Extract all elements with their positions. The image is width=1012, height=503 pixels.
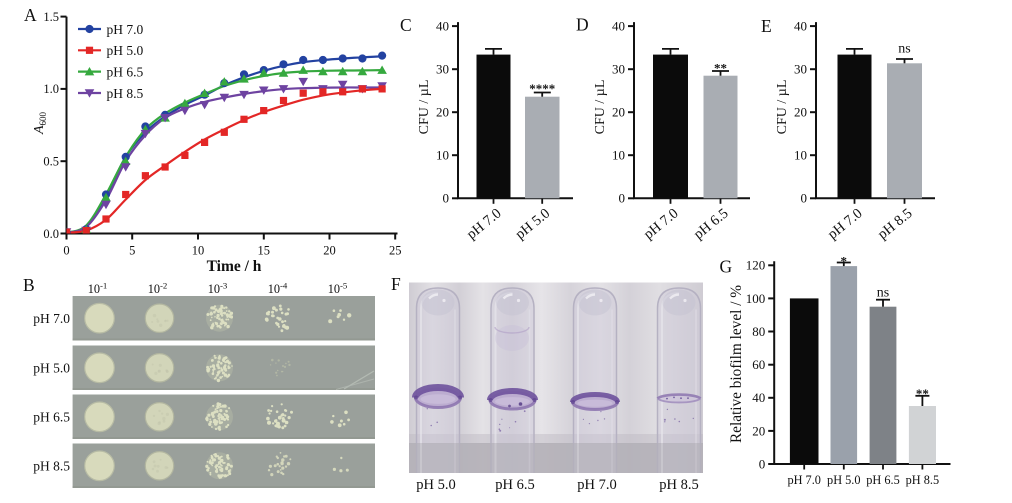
svg-text:pH 8.5: pH 8.5 xyxy=(107,86,144,101)
svg-text:30: 30 xyxy=(794,62,807,77)
svg-text:10: 10 xyxy=(192,244,205,258)
svg-text:40: 40 xyxy=(612,19,625,34)
svg-text:pH 8.5: pH 8.5 xyxy=(33,459,70,474)
svg-text:F: F xyxy=(391,274,401,294)
svg-text:*: * xyxy=(841,254,848,269)
svg-text:Time / h: Time / h xyxy=(207,258,262,275)
svg-text:ns: ns xyxy=(898,42,910,57)
svg-text:5: 5 xyxy=(129,244,135,258)
svg-text:0: 0 xyxy=(801,191,808,206)
svg-text:pH 6.5: pH 6.5 xyxy=(107,64,144,79)
svg-text:25: 25 xyxy=(389,244,402,258)
svg-text:pH 5.0: pH 5.0 xyxy=(827,473,860,487)
svg-text:pH 7.0: pH 7.0 xyxy=(577,477,616,493)
svg-text:0: 0 xyxy=(63,244,69,258)
svg-text:CFU / µL: CFU / µL xyxy=(775,80,790,135)
svg-text:pH 5.0: pH 5.0 xyxy=(33,361,70,376)
svg-text:20: 20 xyxy=(752,423,765,438)
svg-text:A: A xyxy=(24,5,37,25)
svg-text:A600: A600 xyxy=(32,111,48,135)
svg-text:pH 6.5: pH 6.5 xyxy=(33,410,70,425)
svg-text:40: 40 xyxy=(752,390,765,405)
svg-text:Relative biofilm level / %: Relative biofilm level / % xyxy=(728,285,745,443)
svg-text:pH 5.0: pH 5.0 xyxy=(107,43,144,58)
svg-text:1.0: 1.0 xyxy=(43,82,59,96)
svg-text:0: 0 xyxy=(443,191,450,206)
svg-text:0.5: 0.5 xyxy=(43,155,59,169)
svg-text:100: 100 xyxy=(746,291,766,306)
svg-text:20: 20 xyxy=(323,244,336,258)
svg-text:30: 30 xyxy=(612,62,625,77)
svg-text:10: 10 xyxy=(612,148,625,163)
svg-text:120: 120 xyxy=(746,258,766,273)
svg-text:C: C xyxy=(400,15,412,35)
svg-text:0: 0 xyxy=(619,191,626,206)
svg-text:0.0: 0.0 xyxy=(43,227,59,241)
svg-text:0: 0 xyxy=(759,456,766,471)
svg-text:1.5: 1.5 xyxy=(43,10,59,24)
svg-text:B: B xyxy=(23,275,35,295)
svg-text:40: 40 xyxy=(436,19,449,34)
svg-text:10: 10 xyxy=(436,148,449,163)
svg-text:80: 80 xyxy=(752,324,765,339)
svg-text:60: 60 xyxy=(752,357,765,372)
svg-text:pH 6.5: pH 6.5 xyxy=(495,477,534,493)
svg-text:ns: ns xyxy=(877,286,889,301)
svg-text:pH 7.0: pH 7.0 xyxy=(787,473,820,487)
svg-text:**: ** xyxy=(714,61,727,76)
svg-text:CFU / µL: CFU / µL xyxy=(593,80,608,135)
svg-text:40: 40 xyxy=(794,19,807,34)
svg-text:pH 8.5: pH 8.5 xyxy=(659,477,698,493)
svg-text:CFU / µL: CFU / µL xyxy=(417,80,432,135)
svg-text:10: 10 xyxy=(794,148,807,163)
svg-text:pH 5.0: pH 5.0 xyxy=(416,477,455,493)
svg-text:pH 6.5: pH 6.5 xyxy=(866,473,899,487)
svg-text:15: 15 xyxy=(258,244,271,258)
svg-text:G: G xyxy=(720,257,733,277)
svg-text:20: 20 xyxy=(436,105,449,120)
svg-text:20: 20 xyxy=(794,105,807,120)
svg-text:****: **** xyxy=(529,81,555,96)
svg-text:D: D xyxy=(576,15,589,35)
svg-text:E: E xyxy=(761,16,772,36)
svg-text:pH 7.0: pH 7.0 xyxy=(107,22,144,37)
svg-text:**: ** xyxy=(916,386,929,401)
svg-text:pH 7.0: pH 7.0 xyxy=(33,311,70,326)
svg-text:pH 8.5: pH 8.5 xyxy=(906,473,939,487)
svg-text:20: 20 xyxy=(612,105,625,120)
svg-text:30: 30 xyxy=(436,62,449,77)
